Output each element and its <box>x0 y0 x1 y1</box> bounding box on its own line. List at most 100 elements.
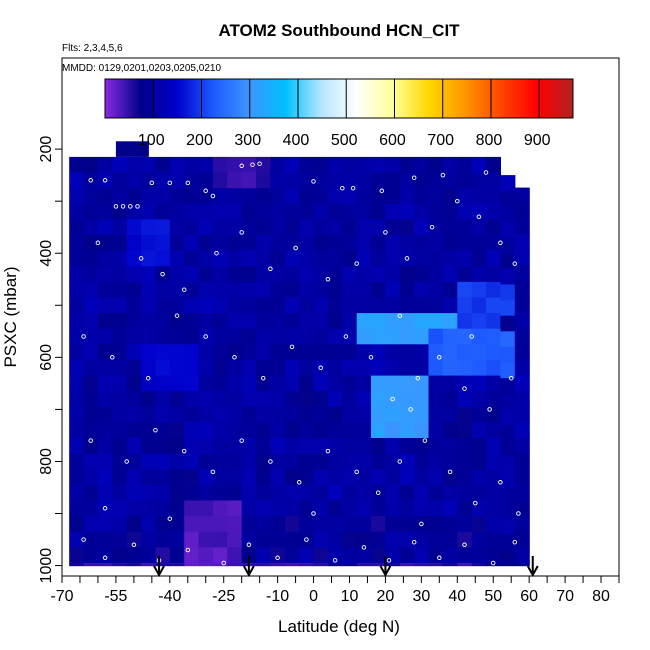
heatmap-cell <box>284 188 300 205</box>
heatmap-cell <box>442 266 458 283</box>
sample-point <box>411 175 417 180</box>
heatmap-cell <box>385 250 401 267</box>
heatmap-cell <box>500 378 516 395</box>
heatmap-cell <box>169 547 185 564</box>
heatmap-cell <box>428 516 444 533</box>
heatmap-cell <box>69 547 85 564</box>
sample-point <box>203 188 208 194</box>
heatmap-cell <box>198 531 214 548</box>
heatmap-cell <box>385 172 401 189</box>
heatmap-cell <box>371 563 386 567</box>
heatmap-cell <box>212 469 228 486</box>
heatmap-cell <box>256 266 272 283</box>
heatmap-cell <box>500 300 516 317</box>
heatmap-cell <box>500 222 516 239</box>
heatmap-cell <box>241 547 257 564</box>
heatmap-cell <box>155 156 171 174</box>
heatmap-cell <box>212 188 228 205</box>
heatmap-cell <box>69 281 85 299</box>
heatmap-cell <box>486 203 501 220</box>
heatmap-cell <box>385 422 401 439</box>
heatmap-cell <box>126 328 142 345</box>
heatmap-cell <box>414 203 430 220</box>
heatmap-cell <box>83 563 99 567</box>
heatmap-cell <box>342 266 358 283</box>
heatmap-cell <box>184 375 200 392</box>
heatmap-cell <box>141 235 157 252</box>
heatmap-cell <box>112 281 128 299</box>
heatmap-cell <box>241 422 257 439</box>
heatmap-cell <box>83 219 99 236</box>
heatmap-cell <box>198 219 214 236</box>
heatmap-cell <box>500 268 516 285</box>
sample-point <box>440 172 446 178</box>
heatmap-cell <box>284 500 300 517</box>
heatmap-cell <box>212 203 228 220</box>
sample-point <box>498 480 503 485</box>
heatmap-cell <box>241 438 257 455</box>
heatmap-cell <box>270 156 286 174</box>
heatmap-cell <box>356 375 372 392</box>
heatmap-cell <box>414 422 430 439</box>
heatmap-cell <box>256 172 272 189</box>
heatmap-cell <box>342 313 358 330</box>
heatmap-cell <box>457 563 473 567</box>
heatmap-cell <box>514 234 530 251</box>
heatmap-cell <box>227 235 243 252</box>
heatmap-cell <box>327 531 343 548</box>
heatmap-cell <box>313 328 329 345</box>
heatmap-cell <box>414 359 430 377</box>
heatmap-cell <box>371 281 386 299</box>
heatmap-cell <box>141 188 157 205</box>
heatmap-cell <box>155 516 171 533</box>
heatmap-cell <box>299 375 315 392</box>
heatmap-cell <box>241 266 257 283</box>
sample-point <box>411 539 417 545</box>
heatmap-cell <box>342 297 358 314</box>
heatmap-cell <box>486 484 501 502</box>
heatmap-cell <box>212 297 228 314</box>
plot-frame <box>61 57 620 577</box>
heatmap-cell <box>327 391 343 408</box>
heatmap-cell <box>327 250 343 267</box>
heatmap-cell <box>284 172 300 189</box>
heatmap-cell <box>457 406 473 423</box>
heatmap-cell <box>414 344 430 361</box>
heatmap-cell <box>169 219 185 236</box>
heatmap-cell <box>442 297 458 314</box>
heatmap-cell <box>414 453 430 470</box>
heatmap-cell <box>212 266 228 283</box>
heatmap-cell <box>169 344 185 361</box>
heatmap-cell <box>471 453 487 470</box>
heatmap-cell <box>184 188 200 205</box>
heatmap-cell <box>97 516 113 533</box>
heatmap-cell <box>141 297 157 314</box>
heatmap-cell <box>212 328 228 345</box>
heatmap-cell <box>442 328 458 345</box>
heatmap-cell <box>69 500 85 517</box>
sample-point <box>462 386 467 391</box>
heatmap-cell <box>169 328 185 345</box>
heatmap-cell <box>169 235 185 252</box>
heatmap-cell <box>83 375 99 392</box>
sample-point <box>437 555 442 561</box>
heatmap-cell <box>385 203 401 220</box>
heatmap-cell <box>241 453 257 470</box>
heatmap-cell <box>428 313 444 330</box>
heatmap-cell <box>83 438 99 455</box>
sample-point <box>361 545 367 550</box>
heatmap-cell <box>399 297 415 314</box>
heatmap-cell <box>385 344 401 361</box>
heatmap-cell <box>126 344 142 361</box>
chart-title: ATOM2 Southbound HCN_CIT <box>218 21 460 40</box>
heatmap-cell <box>356 266 372 283</box>
y-axis-label: PSXC (mbar) <box>1 266 20 367</box>
heatmap-cell <box>184 172 200 189</box>
heatmap-cell <box>184 391 200 408</box>
heatmap-cell <box>198 406 214 423</box>
sample-point <box>304 537 309 542</box>
heatmap-cell <box>256 563 272 567</box>
heatmap-cell <box>299 172 315 189</box>
heatmap-cell <box>486 172 501 189</box>
heatmap-cell <box>212 484 228 502</box>
